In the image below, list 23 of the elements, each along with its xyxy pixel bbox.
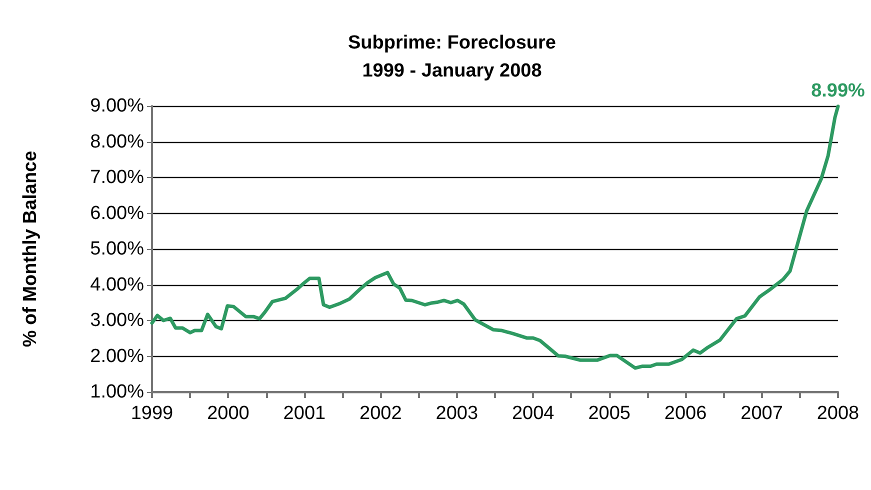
y-tick-label: 6.00%: [90, 202, 144, 224]
y-tick-label: 4.00%: [90, 274, 144, 296]
x-tick-label: 2003: [436, 403, 478, 424]
x-tick-label: 2005: [588, 403, 630, 424]
x-tick-label: 2008: [816, 403, 860, 424]
y-tick-label: 5.00%: [90, 238, 144, 260]
x-tick-label: 2000: [207, 403, 250, 424]
x-tick-label: 2002: [360, 403, 402, 424]
chart-title: Subprime: Foreclosure 1999 - January 2008: [348, 32, 556, 82]
y-tick-label: 8.00%: [90, 131, 144, 152]
x-tick-label: 1999: [130, 403, 174, 424]
y-tick-label: 1.00%: [90, 382, 144, 402]
y-tick-label: 7.00%: [90, 167, 144, 188]
y-tick-label: 9.00%: [90, 96, 144, 116]
x-tick-label: 2007: [740, 403, 783, 424]
y-tick-label: 2.00%: [90, 346, 144, 367]
x-tick-label: 2001: [283, 403, 326, 424]
x-tick-label: 2006: [664, 403, 707, 424]
x-tick-label: 2004: [512, 403, 555, 424]
annotation: 8.99%: [811, 80, 866, 102]
y-tick-label: 3.00%: [90, 310, 144, 331]
y-axis-title: % of Monthly Balance: [20, 150, 41, 348]
line-series: [150, 104, 840, 370]
